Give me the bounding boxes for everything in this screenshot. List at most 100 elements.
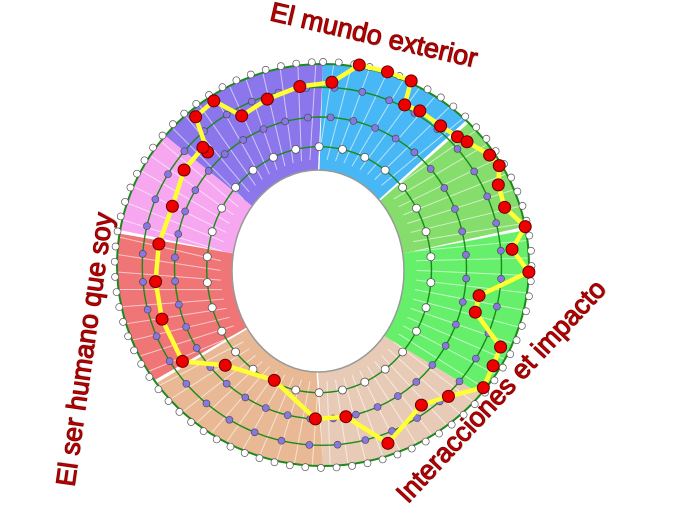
ring-node — [314, 142, 324, 152]
ring-node — [231, 182, 240, 192]
spoke — [398, 333, 486, 390]
rim-node — [270, 458, 279, 467]
spoke — [262, 72, 286, 167]
ring-node — [453, 145, 462, 153]
ring-node — [492, 219, 500, 227]
ring-node — [202, 278, 212, 287]
ring-node — [391, 134, 400, 143]
rim-node — [525, 292, 533, 301]
rim-node — [319, 58, 327, 66]
rim-node — [518, 322, 526, 330]
ring-node — [192, 344, 201, 352]
spoke — [367, 366, 417, 445]
spoke — [126, 202, 225, 243]
spoke — [326, 380, 331, 466]
ring-node — [204, 167, 213, 175]
spoke — [343, 73, 388, 164]
ring-node — [497, 275, 505, 283]
ring-node — [171, 253, 179, 262]
rim-node — [449, 102, 458, 111]
rim-node — [169, 120, 177, 128]
path-node — [207, 94, 221, 108]
rim-node — [199, 427, 208, 436]
spoke — [117, 253, 221, 271]
spoke — [413, 298, 520, 328]
ring-node — [241, 393, 250, 402]
ring-node — [458, 298, 467, 306]
spoke — [309, 64, 317, 160]
rim-node — [164, 397, 173, 405]
rim-node — [334, 58, 343, 67]
ring-node — [458, 227, 466, 236]
ring-node — [349, 117, 358, 125]
spoke — [335, 379, 349, 465]
ring-node — [360, 377, 370, 387]
spoke — [229, 85, 270, 175]
rim-node — [301, 463, 310, 471]
rim-node — [498, 363, 507, 372]
rim-node — [527, 246, 535, 255]
spoke — [213, 94, 263, 180]
ring-node — [398, 347, 408, 357]
rim-node — [261, 65, 270, 74]
rim-node — [111, 242, 120, 251]
rim-node — [459, 410, 468, 419]
ring-node — [421, 303, 431, 313]
rim-node — [192, 99, 201, 108]
ring-node — [291, 144, 301, 154]
ring-node — [452, 320, 460, 329]
rim-node — [525, 231, 534, 240]
sector-1 — [319, 64, 467, 200]
sector-0 — [165, 64, 323, 207]
ring-node — [361, 436, 370, 444]
ring-node — [303, 113, 312, 122]
spoke — [122, 219, 223, 252]
ring-node — [421, 227, 431, 237]
ring-node — [239, 136, 247, 144]
path-node — [486, 359, 500, 373]
spoke — [343, 377, 367, 462]
rim-node — [507, 173, 516, 182]
path-node — [308, 412, 322, 426]
ring-node — [152, 332, 161, 341]
spoke — [133, 186, 227, 233]
ring-node — [268, 152, 278, 162]
rim-node — [363, 459, 372, 468]
rim-node — [285, 461, 294, 470]
spoke — [398, 158, 498, 208]
rim-node — [232, 76, 241, 85]
ring-node — [250, 428, 259, 437]
ring-node — [143, 305, 152, 314]
spoke — [140, 170, 230, 224]
rim-node — [526, 277, 535, 286]
ring-node — [426, 165, 435, 173]
ring-node — [440, 184, 449, 192]
rim-node — [140, 156, 149, 165]
rim-node — [423, 85, 432, 94]
ring-node — [202, 252, 212, 262]
ring-node — [180, 147, 189, 156]
path-node — [522, 265, 536, 279]
path-node — [175, 354, 189, 368]
rim-node — [111, 273, 119, 281]
ring-node — [428, 361, 437, 369]
spoke — [387, 348, 462, 415]
rim-node — [218, 83, 227, 92]
rim-node — [226, 442, 235, 451]
rim-node — [255, 454, 264, 463]
ring-node — [165, 357, 174, 365]
rim-node — [518, 202, 527, 210]
ring-node — [413, 414, 421, 422]
path-node — [483, 148, 497, 162]
ring-node — [175, 300, 183, 309]
rim-node — [482, 134, 491, 143]
ring-node — [410, 148, 419, 157]
rim-node — [149, 143, 157, 152]
spoke — [351, 79, 404, 167]
ring-node — [283, 411, 292, 419]
ring-node — [472, 354, 480, 363]
ring-node — [412, 326, 421, 336]
ring-node — [426, 252, 436, 262]
rim-node — [276, 62, 285, 70]
